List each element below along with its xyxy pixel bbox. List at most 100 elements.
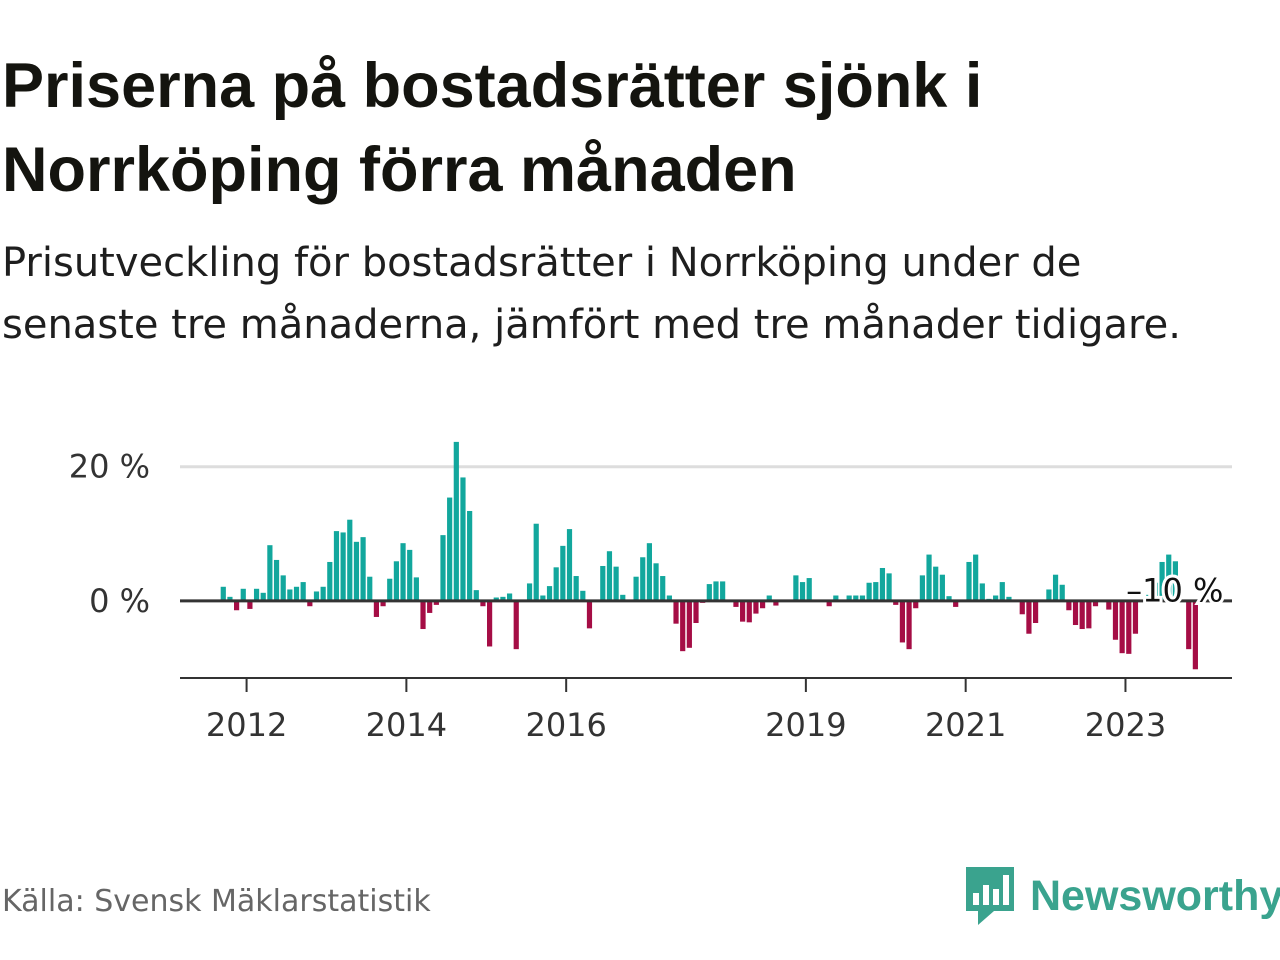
bar (487, 600, 493, 647)
bar (886, 573, 892, 601)
bar (853, 595, 859, 601)
bar (806, 578, 812, 601)
bar (859, 595, 866, 601)
bar (1152, 582, 1159, 601)
bar (340, 532, 346, 601)
bar (400, 543, 406, 601)
x-tick-label: 2012 (206, 706, 287, 744)
bar (686, 600, 692, 648)
source-note: Källa: Svensk Mäklarstatistik (2, 884, 431, 919)
bar (260, 592, 266, 601)
bar (1119, 600, 1125, 654)
axes (180, 599, 1232, 692)
bar (633, 576, 639, 601)
bar (1066, 600, 1072, 611)
bar (420, 600, 426, 630)
bar (447, 497, 453, 601)
bar (866, 582, 872, 601)
x-tick-label: 2014 (366, 706, 447, 744)
bar (1106, 600, 1112, 610)
bar (273, 559, 280, 601)
bar (533, 523, 539, 601)
bar (746, 600, 752, 623)
bar (640, 557, 646, 601)
bar (413, 577, 419, 601)
bar (560, 545, 566, 601)
bar (1192, 600, 1198, 670)
bar (979, 583, 985, 601)
bar (407, 549, 413, 601)
bar (1006, 596, 1012, 601)
tick-labels: 20 % 0 % 2012 2014 2016 2019 2021 2023 –10 % (69, 448, 1227, 744)
bar (673, 600, 679, 624)
bar (693, 600, 699, 623)
bar (713, 581, 719, 601)
bar (706, 584, 712, 601)
bar (1032, 600, 1039, 623)
bars (220, 441, 1198, 670)
bar (946, 596, 952, 601)
bar (1079, 600, 1085, 630)
bar (333, 531, 340, 601)
bar (846, 595, 852, 601)
bar (280, 575, 286, 601)
bar (227, 596, 233, 601)
bar (753, 600, 759, 614)
bar (966, 561, 972, 601)
bar (480, 600, 486, 607)
bar (720, 581, 726, 601)
bar (939, 574, 945, 601)
bar (300, 582, 306, 601)
bar (247, 600, 253, 609)
bar (353, 541, 360, 601)
bar (826, 600, 832, 607)
bar (320, 586, 326, 601)
bar (620, 594, 626, 601)
bar (513, 600, 519, 650)
bar (240, 588, 246, 601)
bar (1086, 600, 1092, 629)
bar (1046, 589, 1052, 601)
bar (234, 600, 240, 611)
bar (493, 597, 499, 601)
bar (540, 595, 546, 601)
bar (1132, 600, 1139, 634)
bar (586, 600, 593, 629)
last-value-label: –10 % (1126, 571, 1223, 609)
bar (646, 543, 652, 601)
bar (546, 586, 553, 601)
bar (660, 576, 666, 601)
bar (1059, 584, 1065, 601)
bar (347, 519, 353, 601)
bar (313, 591, 320, 601)
bar (1092, 600, 1099, 607)
bar (433, 600, 439, 605)
bar (613, 566, 619, 601)
bar (1166, 554, 1172, 601)
bar (1112, 600, 1119, 640)
bar (307, 600, 313, 607)
y-tick-label: 0 % (89, 582, 150, 620)
bar (566, 529, 573, 601)
bar-chart-bubble-icon (966, 867, 1014, 925)
bar (600, 565, 606, 601)
bar (793, 575, 799, 601)
bar (367, 576, 373, 601)
bar (680, 600, 686, 652)
bar (773, 600, 779, 606)
x-tick-label: 2023 (1085, 706, 1166, 744)
bar-chart: 20 % 0 % 2012 2014 2016 2019 2021 2023 –10 % (69, 441, 1232, 744)
bar (760, 600, 766, 609)
bar (500, 596, 506, 601)
x-tick-label: 2021 (925, 706, 1006, 744)
bar (1146, 594, 1152, 601)
bar (427, 600, 433, 613)
bar (1186, 600, 1192, 650)
y-tick-label: 20 % (69, 448, 150, 486)
bar (993, 595, 999, 601)
bar (740, 600, 746, 622)
bar (580, 590, 586, 601)
bar (1026, 600, 1032, 634)
bar (453, 441, 459, 601)
bar (220, 586, 226, 601)
